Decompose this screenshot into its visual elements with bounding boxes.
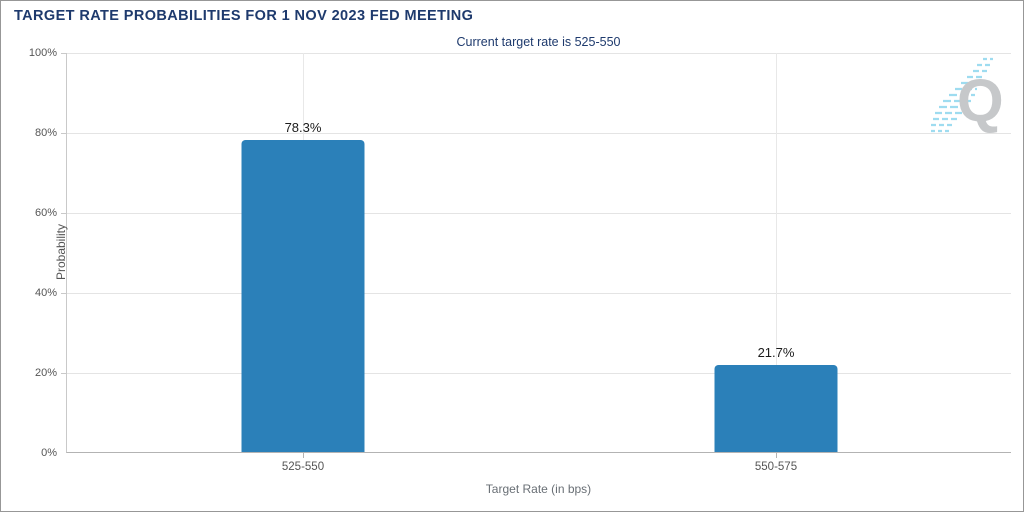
plot-area: 100% 80% 60% 40% 20% 0% Probability 78.3…	[29, 47, 1012, 473]
gridline-60	[67, 213, 1011, 214]
x-tick-label: 525-550	[281, 461, 325, 473]
y-tick-label: 80%	[34, 127, 57, 139]
y-tick	[61, 53, 67, 54]
bar-value-label: 78.3%	[284, 119, 322, 135]
category-550-575: 21.7% 550-575	[540, 53, 1012, 473]
gridline-80	[67, 133, 1011, 134]
vertical-gridline	[776, 53, 777, 452]
bar-550-575	[714, 365, 838, 452]
y-tick	[61, 213, 67, 214]
gridline-100	[67, 53, 1011, 54]
quikstrike-q-logo-icon: Q	[931, 57, 1004, 134]
y-tick	[61, 133, 67, 134]
x-tick	[776, 452, 777, 458]
gridline-40	[67, 293, 1011, 294]
y-tick-label: 60%	[34, 207, 57, 219]
y-tick-label: 40%	[34, 287, 57, 299]
y-tick	[61, 293, 67, 294]
x-tick-label: 550-575	[754, 461, 798, 473]
y-tick-label: 100%	[28, 47, 57, 59]
category-525-550: 78.3% 525-550	[67, 53, 539, 473]
bar-value-label: 21.7%	[757, 345, 795, 361]
chart-subtitle: Current target rate is 525-550	[456, 35, 621, 49]
gridline-20	[67, 373, 1011, 374]
bar-group: 78.3%	[241, 53, 365, 452]
x-tick	[303, 452, 304, 458]
bar-group: 21.7%	[714, 53, 838, 452]
y-tick	[61, 373, 67, 374]
y-tick-label: 0%	[41, 447, 57, 459]
y-tick-label: 20%	[34, 367, 57, 379]
x-axis-title: Target Rate (in bps)	[485, 482, 592, 496]
bar-525-550	[241, 139, 365, 452]
y-axis-title: Probability	[54, 223, 68, 280]
chart-title: TARGET RATE PROBABILITIES FOR 1 NOV 2023…	[14, 8, 474, 24]
q-letter: Q	[957, 67, 1004, 134]
